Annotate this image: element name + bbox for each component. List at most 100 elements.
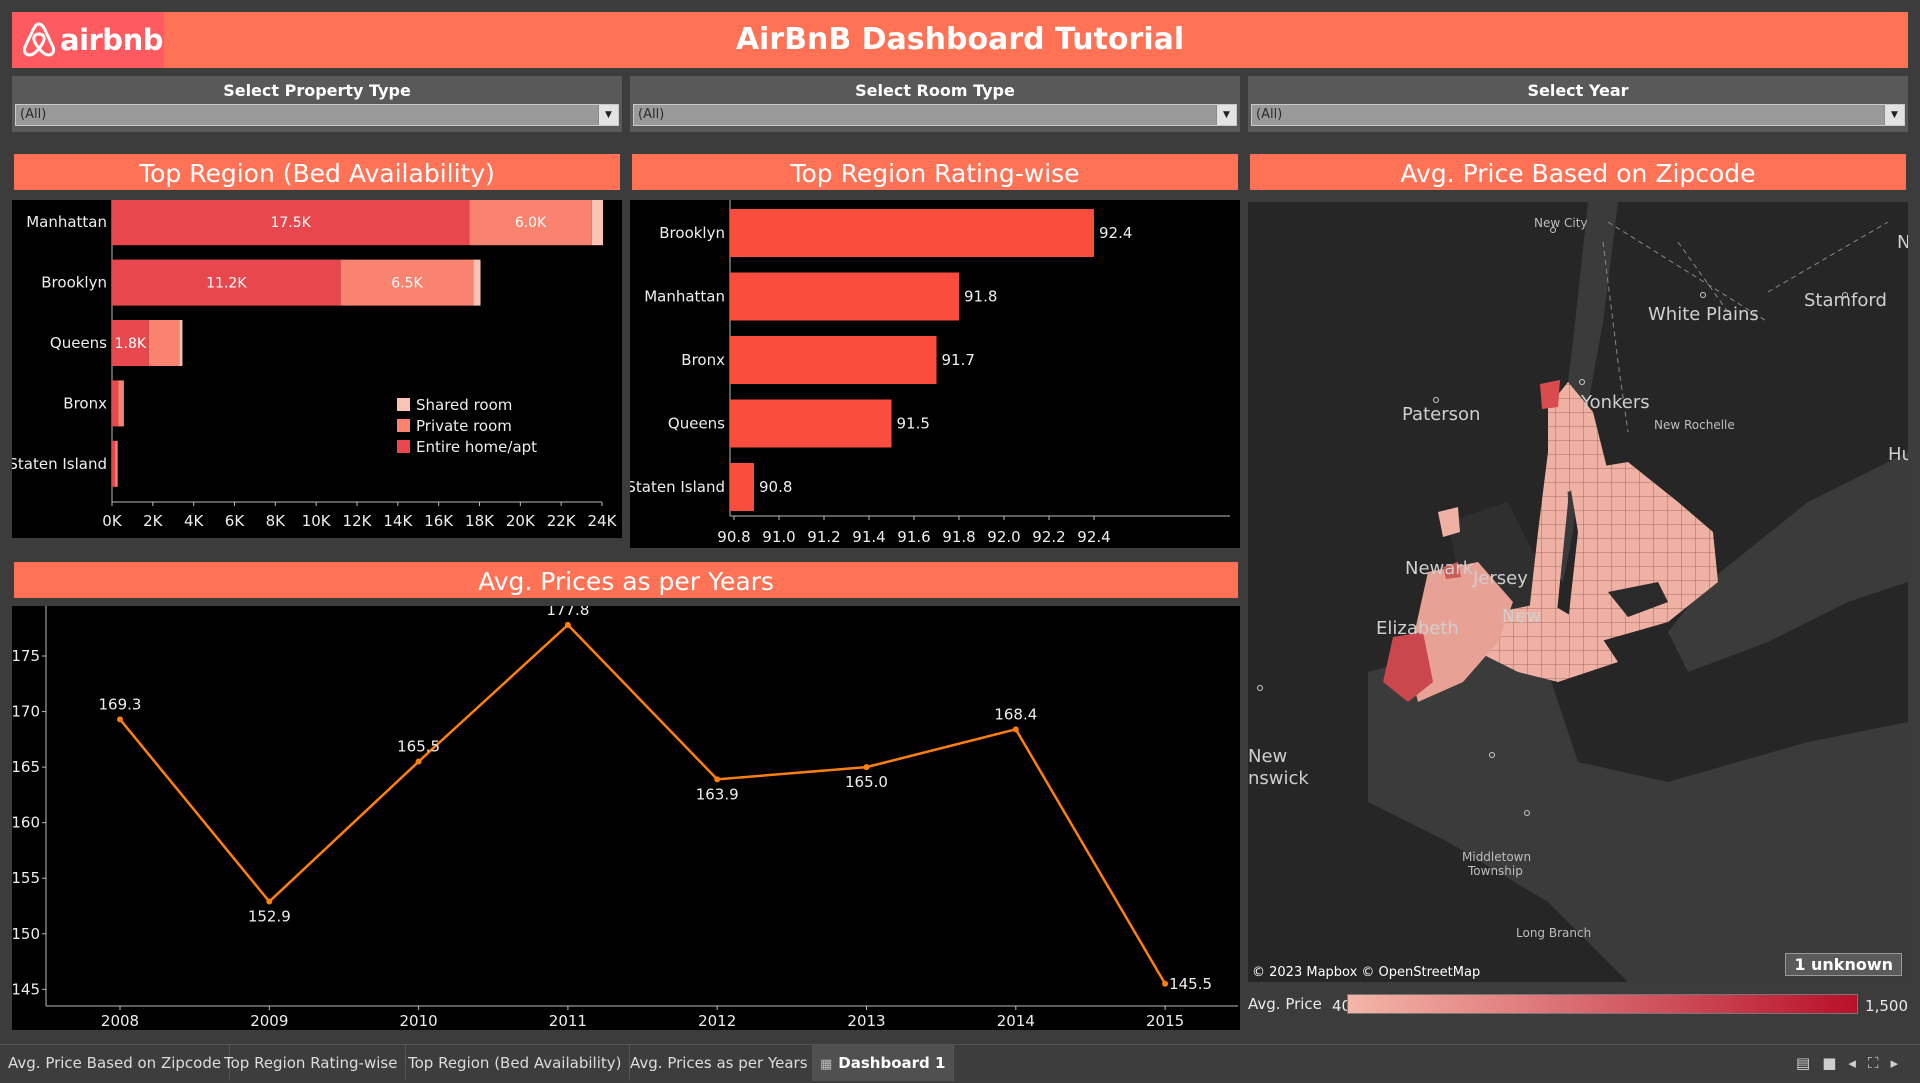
bar-segment[interactable] (112, 320, 149, 366)
category-label: Brooklyn (659, 224, 725, 242)
y-tick-label: 155 (12, 869, 40, 887)
rating-chart: Brooklyn 92.4 Manhattan 91.8 Bronx 91.7 Queens… (626, 200, 1230, 546)
map-label-new-rochelle: New Rochelle (1654, 418, 1735, 432)
data-label: 165.5 (397, 738, 440, 756)
data-label: 6.0K (515, 215, 547, 231)
tab-top-region-beds[interactable]: Top Region (Bed Availability) (400, 1045, 631, 1081)
x-tick-label: 16K (424, 512, 454, 530)
boundary-lines (1602, 221, 1889, 433)
bar-segment[interactable] (148, 320, 180, 366)
property-type-select[interactable]: (All) ▼ (15, 104, 619, 126)
data-point[interactable] (266, 898, 273, 905)
x-tick-label: 2012 (698, 1012, 736, 1030)
rating-bar[interactable] (730, 209, 1094, 257)
price-color-legend: Avg. Price 40 1,500 (1248, 990, 1908, 1020)
unknown-badge[interactable]: 1 unknown (1785, 953, 1902, 976)
fullscreen-icon[interactable]: ⛶ (1867, 1054, 1891, 1072)
x-tick-label: 4K (184, 512, 205, 530)
tab-avg-prices-years[interactable]: Avg. Prices as per Years (622, 1045, 817, 1081)
data-point[interactable] (415, 758, 422, 765)
bar-segment[interactable] (469, 199, 592, 246)
category-label: Manhattan (26, 213, 107, 231)
bar-segment[interactable] (112, 259, 341, 306)
jamaica-bay (1608, 582, 1668, 617)
atlantic-ocean (1368, 642, 1908, 982)
years-chart: 145 150 155 160 165 170 175 169.3 2008 152.9 2009 1… (11, 601, 1238, 1030)
map-label-long-branch: Long Branch (1516, 926, 1592, 940)
x-tick-label: 2014 (997, 1012, 1035, 1030)
bar-segment[interactable] (118, 380, 124, 427)
x-tick-label: 91.6 (897, 528, 930, 546)
dropdown-arrow-icon[interactable]: ▼ (1884, 105, 1904, 125)
data-point[interactable] (1162, 980, 1169, 987)
bar-segment[interactable] (112, 380, 119, 427)
bar-segment[interactable] (112, 199, 470, 246)
bar-segment[interactable] (123, 380, 124, 427)
category-label: Bronx (63, 394, 107, 412)
tab-dashboard-1[interactable]: ▦ Dashboard 1 (812, 1045, 955, 1081)
data-point[interactable] (117, 716, 123, 723)
bar-segment[interactable] (112, 440, 116, 487)
year-select[interactable]: (All) ▼ (1251, 104, 1905, 126)
x-tick-label: 24K (588, 512, 618, 530)
manhattan-zipcodes[interactable] (1528, 442, 1568, 652)
data-point[interactable] (564, 621, 571, 628)
single-view-icon[interactable]: ■ (1822, 1054, 1849, 1072)
bayonne-zipcode[interactable] (1443, 562, 1461, 579)
prev-icon[interactable]: ◂ (1848, 1054, 1868, 1072)
x-tick-label: 2009 (250, 1012, 288, 1030)
x-tick-label: 2K (143, 512, 164, 530)
map-label-middletown-2: Township (1468, 864, 1523, 878)
data-label: 92.4 (1099, 224, 1132, 242)
high-price-zipcode[interactable] (1540, 380, 1560, 409)
rating-bar[interactable] (730, 463, 754, 511)
dropdown-arrow-icon[interactable]: ▼ (1216, 105, 1236, 125)
dropdown-arrow-icon[interactable]: ▼ (598, 105, 618, 125)
dashboard-title: AirBnB Dashboard Tutorial (735, 22, 1185, 57)
zipcode-panel-title: Avg. Price Based on Zipcode (1248, 152, 1908, 192)
x-tick-label: 2015 (1146, 1012, 1184, 1030)
bronx-zipcodes[interactable] (1548, 382, 1608, 492)
data-point[interactable] (863, 764, 870, 771)
room-type-select[interactable]: (All) ▼ (633, 104, 1237, 126)
data-label: 91.7 (942, 351, 975, 369)
bar-segment[interactable] (473, 259, 481, 306)
y-tick-label: 170 (12, 703, 40, 721)
next-icon[interactable]: ▸ (1890, 1054, 1910, 1072)
price-line[interactable] (119, 623, 1167, 985)
data-point[interactable] (714, 776, 721, 783)
map-label-new-brunswick: New (1248, 746, 1288, 767)
zipcode-map[interactable]: New City White Plains Stamford N Paterso… (1248, 202, 1908, 982)
data-point[interactable] (1012, 726, 1019, 733)
brooklyn-zipcodes[interactable] (1478, 602, 1618, 682)
staten-island-south-zipcode[interactable] (1383, 632, 1433, 702)
bar-segment[interactable] (115, 440, 118, 487)
y-tick-label: 145 (12, 980, 40, 998)
bar-segment[interactable] (340, 259, 474, 306)
x-tick-label: 92.2 (1032, 528, 1065, 546)
bar-segment[interactable] (117, 440, 118, 487)
place-dot (1700, 292, 1706, 298)
year-filter: Select Year (All) ▼ (1248, 76, 1908, 132)
bar-segment[interactable] (179, 320, 183, 366)
staten-island-zipcodes[interactable] (1408, 562, 1513, 702)
legend-min: 40 (1332, 997, 1352, 1015)
beds-panel-title: Top Region (Bed Availability) (12, 152, 622, 192)
rating-bar[interactable] (730, 272, 959, 321)
rating-bar[interactable] (730, 399, 892, 448)
place-dot (1489, 752, 1495, 758)
long-island-sound (1668, 452, 1908, 672)
tab-top-region-rating[interactable]: Top Region Rating-wise (216, 1045, 407, 1081)
x-tick-label: 91.2 (807, 528, 840, 546)
jersey-city-zipcode[interactable] (1438, 507, 1460, 537)
dashboard-grid-icon: ▦ (820, 1057, 833, 1072)
place-dot (1842, 292, 1848, 298)
grid-view-icon[interactable]: ▤ (1796, 1054, 1823, 1072)
rating-bar[interactable] (730, 336, 937, 384)
queens-zipcodes[interactable] (1568, 462, 1718, 642)
legend-swatch (397, 419, 410, 432)
x-tick-label: 6K (225, 512, 246, 530)
rating-panel-title: Top Region Rating-wise (630, 152, 1240, 192)
bar-segment[interactable] (591, 199, 604, 246)
tab-avg-price-zipcode[interactable]: Avg. Price Based on Zipcode (0, 1045, 231, 1081)
